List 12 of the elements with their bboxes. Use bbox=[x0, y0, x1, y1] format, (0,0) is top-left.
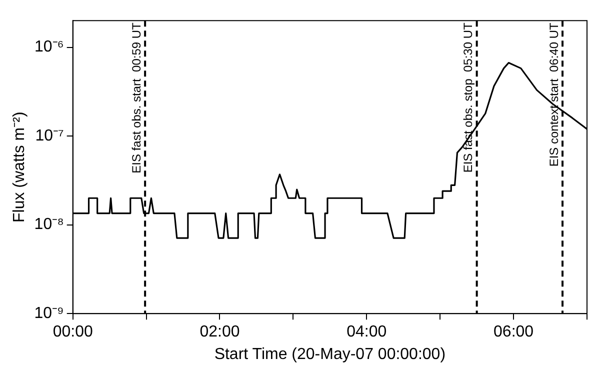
ref-line-label: EIS context start 06:40 UT bbox=[546, 22, 561, 167]
x-tick-label: 02:00 bbox=[200, 324, 240, 341]
y-tick-label: 10⁻⁶ bbox=[34, 38, 64, 56]
x-tick-label: 04:00 bbox=[346, 324, 387, 341]
y-axis-title: Flux (watts m⁻²) bbox=[11, 112, 28, 222]
y-tick-label: 10⁻⁸ bbox=[34, 216, 64, 234]
y-tick-label: 10⁻⁷ bbox=[35, 127, 64, 144]
x-tick-label: 00:00 bbox=[52, 324, 93, 341]
ref-line-label: EIS fast obs. start 00:59 UT bbox=[129, 22, 144, 174]
y-tick-label: 10⁻⁹ bbox=[34, 305, 64, 322]
x-axis-title: Start Time (20-May-07 00:00:00) bbox=[214, 346, 446, 363]
x-tick-label: 06:00 bbox=[494, 324, 534, 341]
